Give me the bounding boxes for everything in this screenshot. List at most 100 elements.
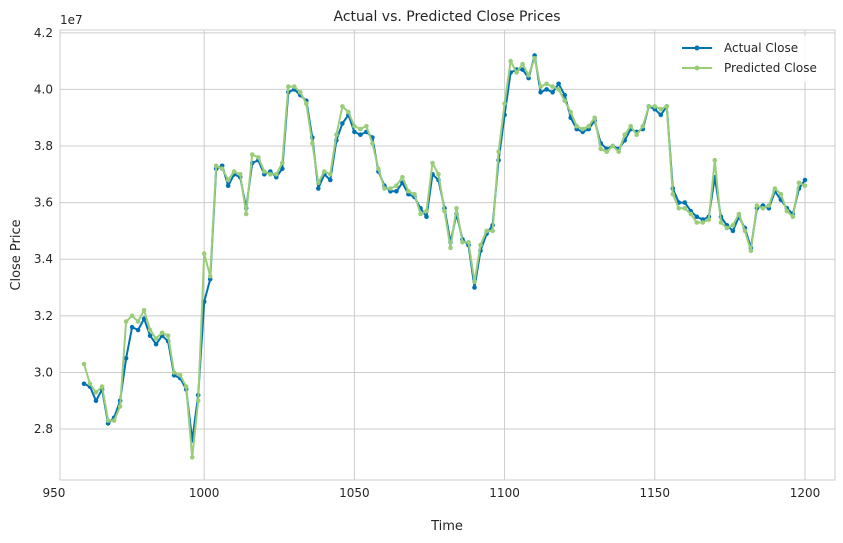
data-point-predicted: [195, 398, 201, 404]
data-point-actual: [424, 214, 429, 220]
legend-marker-actual: [694, 45, 700, 51]
y-axis-label: Close Price: [9, 219, 24, 290]
data-point-predicted: [478, 242, 483, 248]
data-point-predicted: [322, 169, 327, 174]
data-point-predicted: [436, 172, 441, 177]
data-point-predicted: [592, 115, 597, 120]
data-point-predicted: [742, 228, 748, 234]
data-point-predicted: [622, 132, 627, 137]
data-point-predicted: [724, 225, 730, 231]
data-point-predicted: [123, 319, 129, 324]
data-point-predicted: [664, 104, 670, 109]
data-point-predicted: [105, 418, 111, 423]
data-point-predicted: [790, 214, 796, 220]
data-point-predicted: [748, 248, 754, 254]
data-point-predicted: [508, 58, 513, 64]
data-point-predicted: [442, 208, 447, 214]
data-point-predicted: [268, 172, 273, 177]
data-point-predicted: [610, 143, 615, 149]
data-point-actual: [225, 183, 231, 188]
data-point-predicted: [292, 84, 297, 89]
data-point-predicted: [538, 84, 543, 89]
data-point-predicted: [520, 61, 525, 67]
data-point-predicted: [556, 87, 561, 92]
data-point-predicted: [280, 160, 285, 166]
data-point-predicted: [213, 163, 219, 169]
y-tick-label: 3.2: [34, 309, 53, 323]
data-point-predicted: [189, 455, 195, 460]
data-point-actual: [93, 398, 99, 404]
x-tick-label: 950: [43, 486, 66, 500]
data-point-predicted: [580, 126, 585, 132]
data-point-predicted: [141, 307, 147, 313]
data-point-actual: [123, 356, 129, 361]
data-point-actual: [328, 177, 333, 183]
data-point-actual: [682, 200, 688, 205]
x-tick-label: 1150: [639, 486, 670, 500]
data-point-predicted: [376, 166, 381, 171]
data-point-actual: [358, 132, 363, 137]
data-point-predicted: [177, 373, 183, 378]
chart-title: Actual vs. Predicted Close Prices: [334, 9, 561, 25]
data-point-actual: [730, 228, 736, 234]
data-point-predicted: [81, 361, 87, 367]
plot-frame: [59, 29, 836, 481]
legend-marker-predicted: [694, 65, 700, 71]
data-point-predicted: [153, 336, 159, 341]
data-point-actual: [556, 81, 561, 87]
data-point-predicted: [346, 109, 351, 115]
data-point-actual: [520, 67, 525, 72]
y-tick-label: 3.6: [34, 196, 53, 210]
plot-background: [60, 30, 835, 480]
legend: Actual Close Predicted Close: [668, 36, 828, 82]
series-points-predicted: [81, 56, 808, 460]
data-point-predicted: [298, 90, 303, 95]
data-point-predicted: [340, 104, 345, 109]
data-point-predicted: [286, 84, 291, 89]
data-point-predicted: [706, 217, 712, 222]
data-point-predicted: [454, 206, 459, 211]
data-point-predicted: [237, 172, 243, 177]
data-point-predicted: [400, 174, 405, 180]
data-point-predicted: [604, 149, 609, 154]
data-point-actual: [280, 166, 285, 171]
data-point-predicted: [274, 172, 279, 177]
data-point-predicted: [255, 155, 261, 160]
data-point-actual: [550, 90, 555, 95]
data-point-predicted: [424, 208, 429, 214]
data-point-predicted: [772, 186, 778, 191]
data-point-predicted: [628, 123, 633, 129]
data-point-predicted: [802, 183, 808, 188]
data-point-predicted: [225, 177, 231, 183]
data-point-predicted: [243, 211, 249, 217]
data-point-predicted: [219, 166, 225, 171]
data-point-predicted: [472, 279, 477, 285]
data-point-predicted: [334, 132, 339, 137]
data-point-predicted: [484, 228, 489, 234]
data-point-actual: [658, 112, 664, 118]
data-point-predicted: [382, 186, 387, 191]
x-axis-label: Time: [430, 519, 463, 534]
data-point-actual: [472, 285, 477, 290]
data-point-predicted: [135, 319, 141, 324]
data-point-predicted: [460, 240, 465, 245]
data-point-predicted: [574, 123, 579, 129]
data-point-predicted: [93, 390, 99, 395]
y-tick-label: 3.4: [34, 252, 53, 266]
y-tick-label: 3.0: [34, 365, 53, 379]
data-point-predicted: [418, 211, 423, 217]
data-point-predicted: [784, 208, 790, 214]
data-point-predicted: [754, 203, 760, 208]
data-point-predicted: [526, 73, 531, 78]
data-point-predicted: [117, 404, 123, 409]
data-point-predicted: [496, 149, 501, 154]
x-tick-label: 1200: [790, 486, 821, 500]
legend-label-predicted: Predicted Close: [724, 61, 817, 75]
data-point-predicted: [634, 132, 639, 137]
data-point-predicted: [231, 169, 237, 174]
data-point-predicted: [646, 104, 652, 109]
data-point-predicted: [394, 183, 399, 188]
y-offset-label: 1e7: [60, 13, 83, 27]
data-point-predicted: [201, 251, 207, 256]
